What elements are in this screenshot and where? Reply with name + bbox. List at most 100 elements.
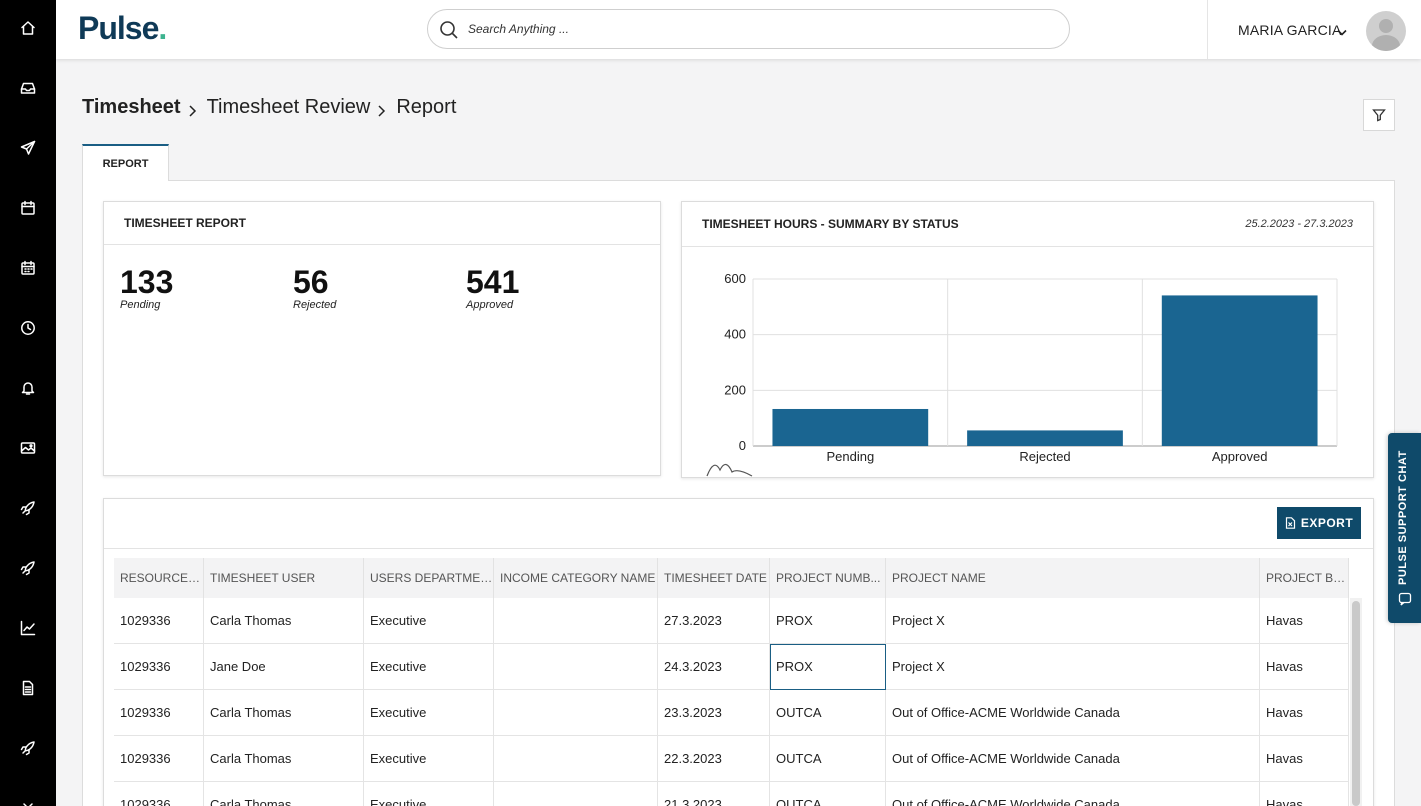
bar-rejected <box>967 430 1123 446</box>
breadcrumb-timesheet-review[interactable]: Timesheet Review <box>206 96 371 118</box>
stat-value: 56 <box>293 264 329 300</box>
send-icon[interactable] <box>0 128 56 168</box>
table-cell[interactable] <box>494 782 658 806</box>
export-button[interactable]: EXPORT <box>1277 507 1361 539</box>
table-cell[interactable]: 1029336 <box>114 644 204 690</box>
calendar-grid-icon[interactable] <box>0 248 56 288</box>
table-cell[interactable]: 21.3.2023 <box>658 782 770 806</box>
logo-dot: . <box>158 10 167 46</box>
image-icon[interactable] <box>0 428 56 468</box>
table-cell[interactable]: Havas <box>1260 598 1349 644</box>
chevron-down-icon[interactable] <box>0 786 56 806</box>
table-cell[interactable]: Out of Office-ACME Worldwide Canada <box>886 782 1260 806</box>
card-header: TIMESHEET HOURS - SUMMARY BY STATUS 25.2… <box>682 202 1373 247</box>
column-header[interactable]: TIMESHEET USER <box>204 558 364 598</box>
table-cell[interactable]: Executive <box>364 598 494 644</box>
table-cell[interactable]: Project X <box>886 644 1260 690</box>
bell-icon[interactable] <box>0 368 56 408</box>
table-row[interactable]: 1029336 Jane Doe Executive 24.3.2023 PROX Pro… <box>114 644 1349 690</box>
table-cell[interactable]: 24.3.2023 <box>658 644 770 690</box>
column-header[interactable]: PROJECT NUMB... <box>770 558 886 598</box>
rocket-icon[interactable] <box>0 728 56 768</box>
table-cell[interactable]: Carla Thomas <box>204 736 364 782</box>
x-tick-label: Pending <box>826 449 874 464</box>
column-header[interactable]: RESOURCE ID <box>114 558 204 598</box>
table-cell[interactable]: PROX <box>770 644 886 690</box>
card-title: TIMESHEET REPORT <box>104 202 660 245</box>
table-cell[interactable]: OUTCA <box>770 782 886 806</box>
timesheet-table: RESOURCE ID TIMESHEET USER USERS DEPARTMEN… <box>114 558 1349 806</box>
table-cell[interactable]: 1029336 <box>114 736 204 782</box>
table-cell[interactable]: 1029336 <box>114 782 204 806</box>
filter-button[interactable] <box>1363 99 1395 131</box>
search-input[interactable] <box>468 18 1048 40</box>
calendar-icon[interactable] <box>0 188 56 228</box>
table-cell[interactable]: Carla Thomas <box>204 598 364 644</box>
column-header[interactable]: TIMESHEET DATE <box>658 558 770 598</box>
table-cell[interactable]: Executive <box>364 782 494 806</box>
stat-rejected: 56 Rejected <box>293 265 336 311</box>
table-cell[interactable]: 1029336 <box>114 690 204 736</box>
breadcrumb-timesheet[interactable]: Timesheet <box>82 96 181 118</box>
side-nav-rail <box>0 0 56 806</box>
support-chat-tab[interactable]: PULSE SUPPORT CHAT <box>1388 433 1421 623</box>
table-cell[interactable]: PROX <box>770 598 886 644</box>
table-cell[interactable]: Out of Office-ACME Worldwide Canada <box>886 736 1260 782</box>
clock-icon[interactable] <box>0 308 56 348</box>
file-icon <box>1285 517 1295 529</box>
table-cell[interactable]: 23.3.2023 <box>658 690 770 736</box>
table-cell[interactable] <box>494 644 658 690</box>
inbox-icon[interactable] <box>0 68 56 108</box>
table-cell[interactable]: Project X <box>886 598 1260 644</box>
table-cell[interactable]: 1029336 <box>114 598 204 644</box>
table-cell[interactable]: Havas <box>1260 644 1349 690</box>
table-cell[interactable]: Havas <box>1260 736 1349 782</box>
table-row[interactable]: 1029336 Carla Thomas Executive 22.3.2023 OUT… <box>114 736 1349 782</box>
table-cell[interactable] <box>494 598 658 644</box>
table-cell[interactable]: Havas <box>1260 782 1349 806</box>
avatar[interactable] <box>1366 11 1406 51</box>
table-cell[interactable]: Jane Doe <box>204 644 364 690</box>
rocket-icon[interactable] <box>0 548 56 588</box>
support-chat-label: PULSE SUPPORT CHAT <box>1397 450 1409 585</box>
document-icon[interactable] <box>0 668 56 708</box>
timesheet-report-card: TIMESHEET REPORT <box>103 201 661 476</box>
rocket-icon[interactable] <box>0 488 56 528</box>
table-cell[interactable]: Executive <box>364 736 494 782</box>
chevron-down-icon[interactable] <box>1337 24 1347 36</box>
trend-chart-icon[interactable] <box>0 608 56 648</box>
pulse-logo[interactable]: Pulse. <box>78 10 167 47</box>
table-cell[interactable] <box>494 690 658 736</box>
user-name[interactable]: MARIA GARCIA <box>1238 22 1342 38</box>
column-header[interactable]: USERS DEPARTMENT <box>364 558 494 598</box>
column-header[interactable]: PROJECT NAME <box>886 558 1260 598</box>
tab-report[interactable]: REPORT <box>82 144 169 181</box>
table-cell[interactable]: Executive <box>364 690 494 736</box>
table-cell[interactable]: OUTCA <box>770 736 886 782</box>
table-cell[interactable]: Carla Thomas <box>204 690 364 736</box>
column-header[interactable]: INCOME CATEGORY NAME <box>494 558 658 598</box>
home-icon[interactable] <box>0 8 56 48</box>
table-cell[interactable]: Executive <box>364 644 494 690</box>
chat-icon <box>1398 592 1412 606</box>
chevron-right-icon <box>187 101 201 117</box>
filter-icon <box>1372 109 1386 122</box>
stat-approved: 541 Approved <box>466 265 519 311</box>
stat-value: 541 <box>466 264 520 300</box>
table-cell[interactable]: Out of Office-ACME Worldwide Canada <box>886 690 1260 736</box>
stat-label: Pending <box>120 299 161 311</box>
bar-approved <box>1161 295 1318 446</box>
table-row[interactable]: 1029336 Carla Thomas Executive 27.3.2023 PRO… <box>114 598 1349 644</box>
stat-label: Approved <box>466 299 514 311</box>
table-cell[interactable]: 22.3.2023 <box>658 736 770 782</box>
column-header[interactable]: PROJECT BRAN <box>1260 558 1349 598</box>
table-row[interactable]: 1029336 Carla Thomas Executive 21.3.2023 OUT… <box>114 782 1349 806</box>
table-cell[interactable]: 27.3.2023 <box>658 598 770 644</box>
table-cell[interactable]: Carla Thomas <box>204 782 364 806</box>
table-cell[interactable]: OUTCA <box>770 690 886 736</box>
table-cell[interactable]: Havas <box>1260 690 1349 736</box>
scrollbar-thumb[interactable] <box>1352 601 1360 806</box>
table-cell[interactable] <box>494 736 658 782</box>
stat-label: Rejected <box>293 299 337 311</box>
table-row[interactable]: 1029336 Carla Thomas Executive 23.3.2023 OUT… <box>114 690 1349 736</box>
